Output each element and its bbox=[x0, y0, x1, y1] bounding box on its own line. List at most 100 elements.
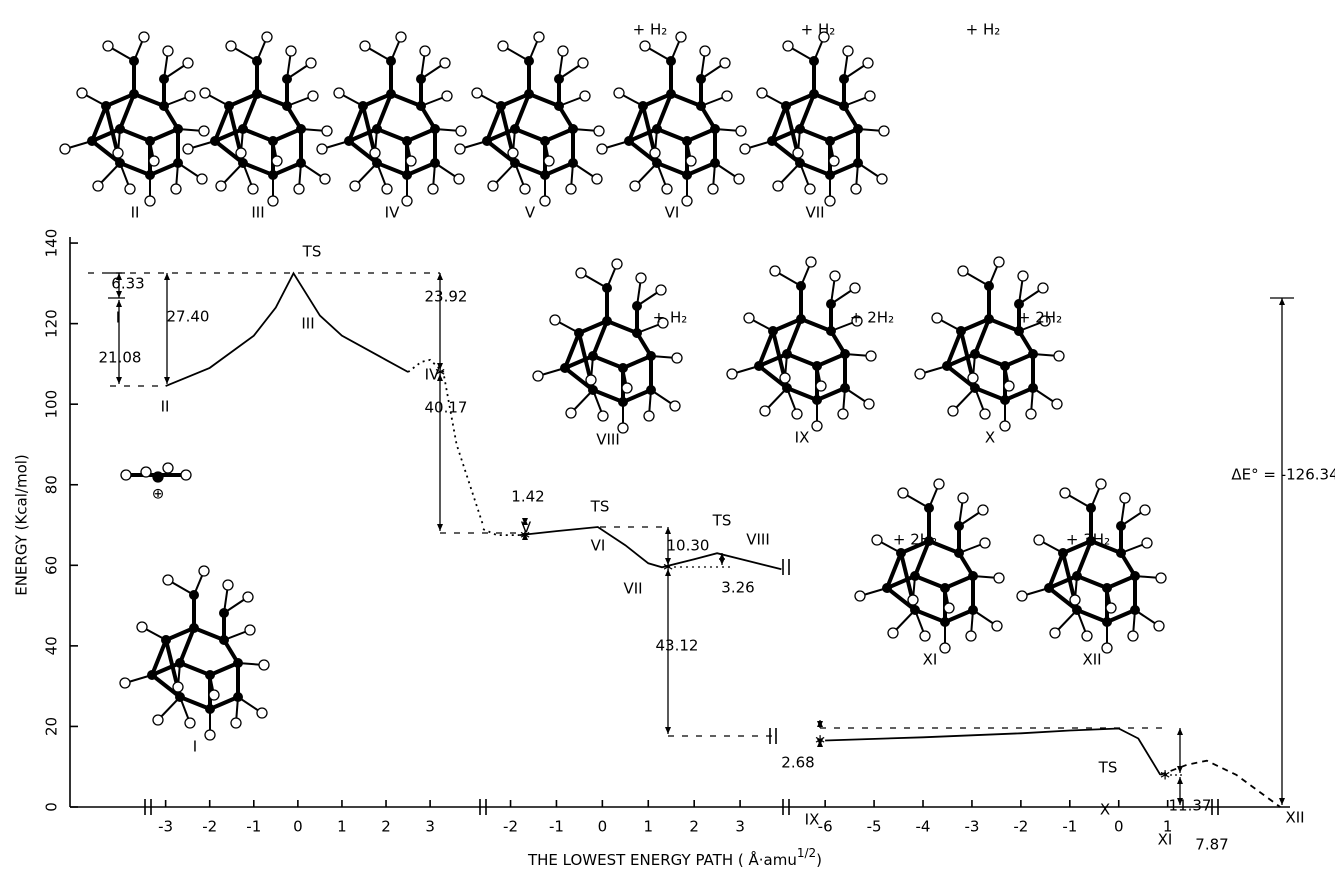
molecule bbox=[1016, 478, 1167, 654]
hydrogen-atom bbox=[471, 87, 483, 99]
x-tick-label: -5 bbox=[867, 818, 882, 836]
hydrogen-atom bbox=[721, 90, 733, 102]
bond bbox=[946, 352, 976, 368]
annotation: VII bbox=[623, 580, 642, 598]
carbon-atom bbox=[145, 136, 155, 146]
hydrogen-atom bbox=[649, 147, 661, 159]
bond bbox=[105, 92, 135, 108]
carbon-atom bbox=[825, 136, 835, 146]
bond bbox=[798, 93, 816, 130]
carbon-atom bbox=[646, 351, 656, 361]
bond bbox=[758, 352, 788, 368]
molecule bbox=[914, 256, 1065, 432]
bond bbox=[914, 574, 946, 590]
structure-label: II bbox=[131, 204, 140, 222]
hydrogen-atom bbox=[743, 312, 755, 324]
carbon-atom bbox=[358, 101, 368, 111]
bond bbox=[91, 127, 121, 143]
x-tick-label: -3 bbox=[158, 818, 173, 836]
hydrogen-atom bbox=[316, 143, 328, 155]
structure-addend: + H₂ bbox=[966, 21, 1001, 39]
carbon-atom bbox=[1014, 326, 1024, 336]
carbon-atom bbox=[372, 124, 382, 134]
x-tick-label: 0 bbox=[293, 818, 303, 836]
carbon-atom bbox=[666, 56, 676, 66]
hydrogen-atom bbox=[967, 372, 979, 384]
hydrogen-atom bbox=[333, 87, 345, 99]
bond bbox=[564, 354, 594, 370]
carbon-atom bbox=[970, 349, 980, 359]
arrow-head bbox=[1177, 728, 1183, 735]
carbon-atom bbox=[568, 158, 578, 168]
x-tick-label: -1 bbox=[1062, 818, 1077, 836]
hydrogen-atom bbox=[726, 368, 738, 380]
hydrogen-atom bbox=[733, 173, 745, 185]
carbon-atom bbox=[189, 623, 199, 633]
carbon-atom bbox=[252, 56, 262, 66]
carbon-atom bbox=[970, 383, 980, 393]
carbon-atom bbox=[1116, 548, 1126, 558]
hydrogen-atom bbox=[851, 315, 863, 327]
carbon-atom bbox=[1028, 349, 1038, 359]
carbon-atom bbox=[602, 316, 612, 326]
hydrogen-atom bbox=[719, 57, 731, 69]
carbon-atom bbox=[954, 521, 964, 531]
y-tick-label: 80 bbox=[43, 475, 61, 494]
carbon-atom bbox=[1102, 617, 1112, 627]
hydrogen-atom bbox=[235, 147, 247, 159]
bond bbox=[90, 139, 122, 165]
annotation: 3.26 bbox=[721, 579, 754, 597]
bond bbox=[816, 386, 846, 402]
charge-sign: ⊕ bbox=[152, 485, 165, 503]
energy-curve bbox=[825, 727, 1162, 776]
carbon-atom bbox=[173, 124, 183, 134]
hydrogen-atom bbox=[261, 31, 273, 43]
hydrogen-atom bbox=[565, 407, 577, 419]
bond bbox=[118, 93, 136, 130]
bond bbox=[1062, 539, 1092, 555]
molecule bbox=[739, 31, 890, 207]
x-tick-label: -3 bbox=[964, 818, 979, 836]
annotation: 10.30 bbox=[667, 537, 710, 555]
arrow-head bbox=[665, 527, 671, 534]
bond bbox=[592, 388, 624, 404]
hydrogen-atom bbox=[112, 147, 124, 159]
hydrogen-atom bbox=[829, 270, 841, 282]
hydrogen-atom bbox=[669, 400, 681, 412]
hydrogen-atom bbox=[565, 183, 577, 195]
carbon-atom bbox=[1102, 583, 1112, 593]
structure-addend: + H₂ bbox=[633, 21, 668, 39]
bond bbox=[242, 127, 274, 143]
carbon-atom bbox=[524, 56, 534, 66]
hydrogen-atom bbox=[919, 630, 931, 642]
hydrogen-atom bbox=[319, 173, 331, 185]
carbon-atom bbox=[652, 158, 662, 168]
bond bbox=[944, 574, 974, 590]
carbon-atom bbox=[839, 101, 849, 111]
hydrogen-atom bbox=[699, 45, 711, 57]
bond bbox=[485, 105, 503, 142]
molecule bbox=[596, 31, 747, 207]
carbon-atom bbox=[540, 170, 550, 180]
hydrogen-atom bbox=[772, 180, 784, 192]
hydrogen-atom bbox=[1141, 537, 1153, 549]
bond bbox=[945, 364, 977, 390]
point-marker: ∗ bbox=[519, 526, 532, 544]
bond bbox=[133, 92, 165, 108]
x-tick-label: -2 bbox=[503, 818, 518, 836]
point-marker: ∗ bbox=[662, 558, 675, 576]
hydrogen-atom bbox=[871, 534, 883, 546]
carbon-atom bbox=[1058, 548, 1068, 558]
annotation: I bbox=[116, 309, 120, 327]
bond bbox=[900, 539, 930, 555]
hydrogen-atom bbox=[242, 591, 254, 603]
hydrogen-atom bbox=[878, 125, 890, 137]
hydrogen-atom bbox=[947, 405, 959, 417]
carbon-atom bbox=[968, 605, 978, 615]
bond bbox=[686, 127, 716, 143]
hydrogen-atom bbox=[419, 45, 431, 57]
hydrogen-atom bbox=[933, 478, 945, 490]
hydrogen-atom bbox=[454, 143, 466, 155]
hydrogen-atom bbox=[887, 627, 899, 639]
carbon-atom bbox=[710, 158, 720, 168]
